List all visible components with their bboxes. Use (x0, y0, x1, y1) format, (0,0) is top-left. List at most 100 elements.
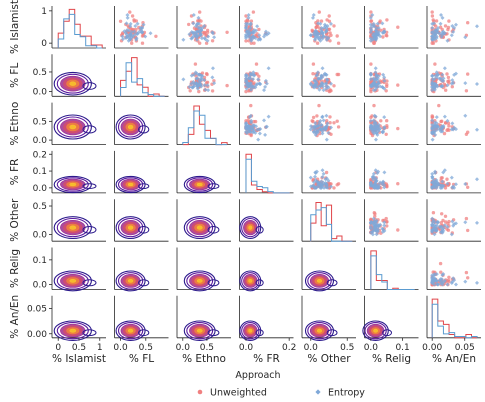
scatter-point-entropy (368, 30, 373, 35)
hist-step-unweighted (245, 153, 290, 194)
scatter-point-entropy (382, 223, 387, 228)
panel-pct-other-vs-pct-ethno (176, 199, 231, 242)
scatter-point-entropy (371, 24, 376, 29)
kde-contour-lobe (382, 329, 393, 337)
kde-contour-lobe (138, 329, 150, 337)
scatter-point-entropy (247, 129, 252, 134)
scatter-point-entropy (372, 113, 377, 118)
scatter-point-entropy (442, 168, 447, 173)
legend-marker-entropy (315, 389, 321, 395)
scatter-point-unweighted (244, 119, 248, 123)
scatter-point-unweighted (445, 128, 449, 133)
scatter-point-unweighted (253, 119, 258, 124)
panel-pct-fl-vs-pct-islamist: 0.0 0.5 % FL (9, 54, 106, 98)
scatter-point-entropy (376, 223, 381, 228)
scatter-point-unweighted (335, 72, 339, 77)
scatter-point-unweighted (384, 216, 388, 221)
scatter-point-entropy (430, 280, 435, 285)
scatter-point-entropy (432, 226, 437, 231)
kde-contour-lobe (138, 279, 150, 287)
kde-contour-level-2 (56, 73, 89, 94)
legend-title: Approach (235, 370, 280, 381)
scatter-point-entropy (449, 280, 454, 285)
scatter-point-entropy (475, 24, 480, 29)
scatter-point-entropy (371, 76, 376, 81)
scatter-point-unweighted (210, 39, 215, 43)
scatter-point-entropy (247, 81, 252, 86)
scatter-point-entropy (243, 36, 248, 41)
panel-pct-an-en-vs-pct-islamist: 0.00 0.05 % An/En 0 0.5 1% Islamist (9, 295, 106, 365)
kde-contour-lobe (82, 183, 97, 190)
scatter-point-entropy (196, 15, 201, 20)
hist-step-entropy (57, 13, 103, 49)
scatter-point-unweighted (154, 34, 158, 38)
scatter-point-entropy (257, 127, 262, 132)
scatter-point-unweighted (329, 89, 333, 93)
scatter-point-entropy (257, 131, 262, 136)
y-axis-label: % Other (9, 198, 21, 242)
scatter-point-entropy (451, 223, 456, 228)
scatter-point-entropy (371, 223, 376, 228)
scatter-point-unweighted (254, 62, 259, 66)
scatter-point-entropy (125, 15, 130, 20)
scatter-point-entropy (256, 77, 261, 82)
scatter-point-entropy (309, 184, 314, 189)
scatter-point-entropy (463, 182, 468, 187)
kde-contour-lobe (82, 125, 97, 134)
scatter-point-entropy (430, 273, 435, 278)
scatter-point-entropy (430, 73, 435, 78)
kde-contour-level-2 (241, 272, 260, 290)
scatter-point-entropy (373, 66, 378, 71)
scatter-point-entropy (323, 180, 328, 185)
scatter-point-entropy (381, 227, 386, 232)
panel-pct-ethno-vs-pct-relig (364, 102, 419, 146)
scatter-point-entropy (139, 30, 144, 35)
scatter-point-entropy (309, 82, 314, 87)
scatter-point-entropy (243, 21, 248, 26)
scatter-point-entropy (376, 26, 381, 31)
scatter-point-entropy (382, 115, 387, 120)
scatter-point-entropy (368, 220, 373, 225)
scatter-point-entropy (324, 35, 329, 40)
scatter-point-entropy (128, 21, 133, 26)
scatter-point-entropy (203, 87, 208, 92)
kde-contour-lobe (255, 329, 264, 337)
scatter-point-entropy (320, 81, 325, 86)
scatter-point-entropy (128, 24, 133, 29)
scatter-point-unweighted (370, 114, 374, 118)
scatter-point-unweighted (335, 34, 339, 38)
scatter-point-entropy (451, 184, 456, 189)
scatter-point-entropy (125, 12, 130, 17)
scatter-point-entropy (195, 21, 200, 26)
scatter-point-entropy (324, 86, 329, 91)
kde-contour-level-1 (304, 270, 335, 292)
scatter-point-entropy (251, 36, 256, 41)
scatter-point-entropy (449, 175, 454, 180)
kde-contour-level-2 (186, 177, 214, 192)
scatter-point-entropy (143, 34, 148, 39)
scatter-point-unweighted (118, 19, 123, 23)
x-tick-label: 0.05 (455, 343, 475, 353)
scatter-point-entropy (440, 179, 445, 184)
kde-contour-level-2 (56, 177, 89, 192)
scatter-point-unweighted (466, 185, 470, 189)
scatter-point-entropy (323, 127, 328, 132)
x-axis-label: % FR (253, 353, 280, 365)
scatter-point-unweighted (447, 19, 451, 23)
panel-pct-fr-vs-pct-an-en (426, 150, 481, 194)
scatter-point-entropy (368, 72, 373, 77)
scatter-point-unweighted (441, 218, 445, 223)
panel-pct-other-vs-pct-fr (239, 199, 294, 242)
scatter-point-entropy (373, 180, 378, 185)
panel-pct-islamist-vs-pct-fl (114, 6, 169, 49)
kde-contour-level-6 (196, 328, 203, 333)
scatter-point-entropy (370, 12, 375, 17)
panel-pct-islamist-vs-pct-islamist: 0 1 % Islamist (9, 0, 106, 54)
scatter-point-entropy (141, 22, 146, 27)
x-tick-label: 0.0 (239, 343, 254, 353)
scatter-point-entropy (243, 76, 248, 81)
scatter-point-unweighted (385, 124, 389, 128)
scatter-point-entropy (440, 15, 445, 20)
scatter-point-entropy (251, 123, 256, 128)
scatter-point-unweighted (444, 88, 448, 92)
